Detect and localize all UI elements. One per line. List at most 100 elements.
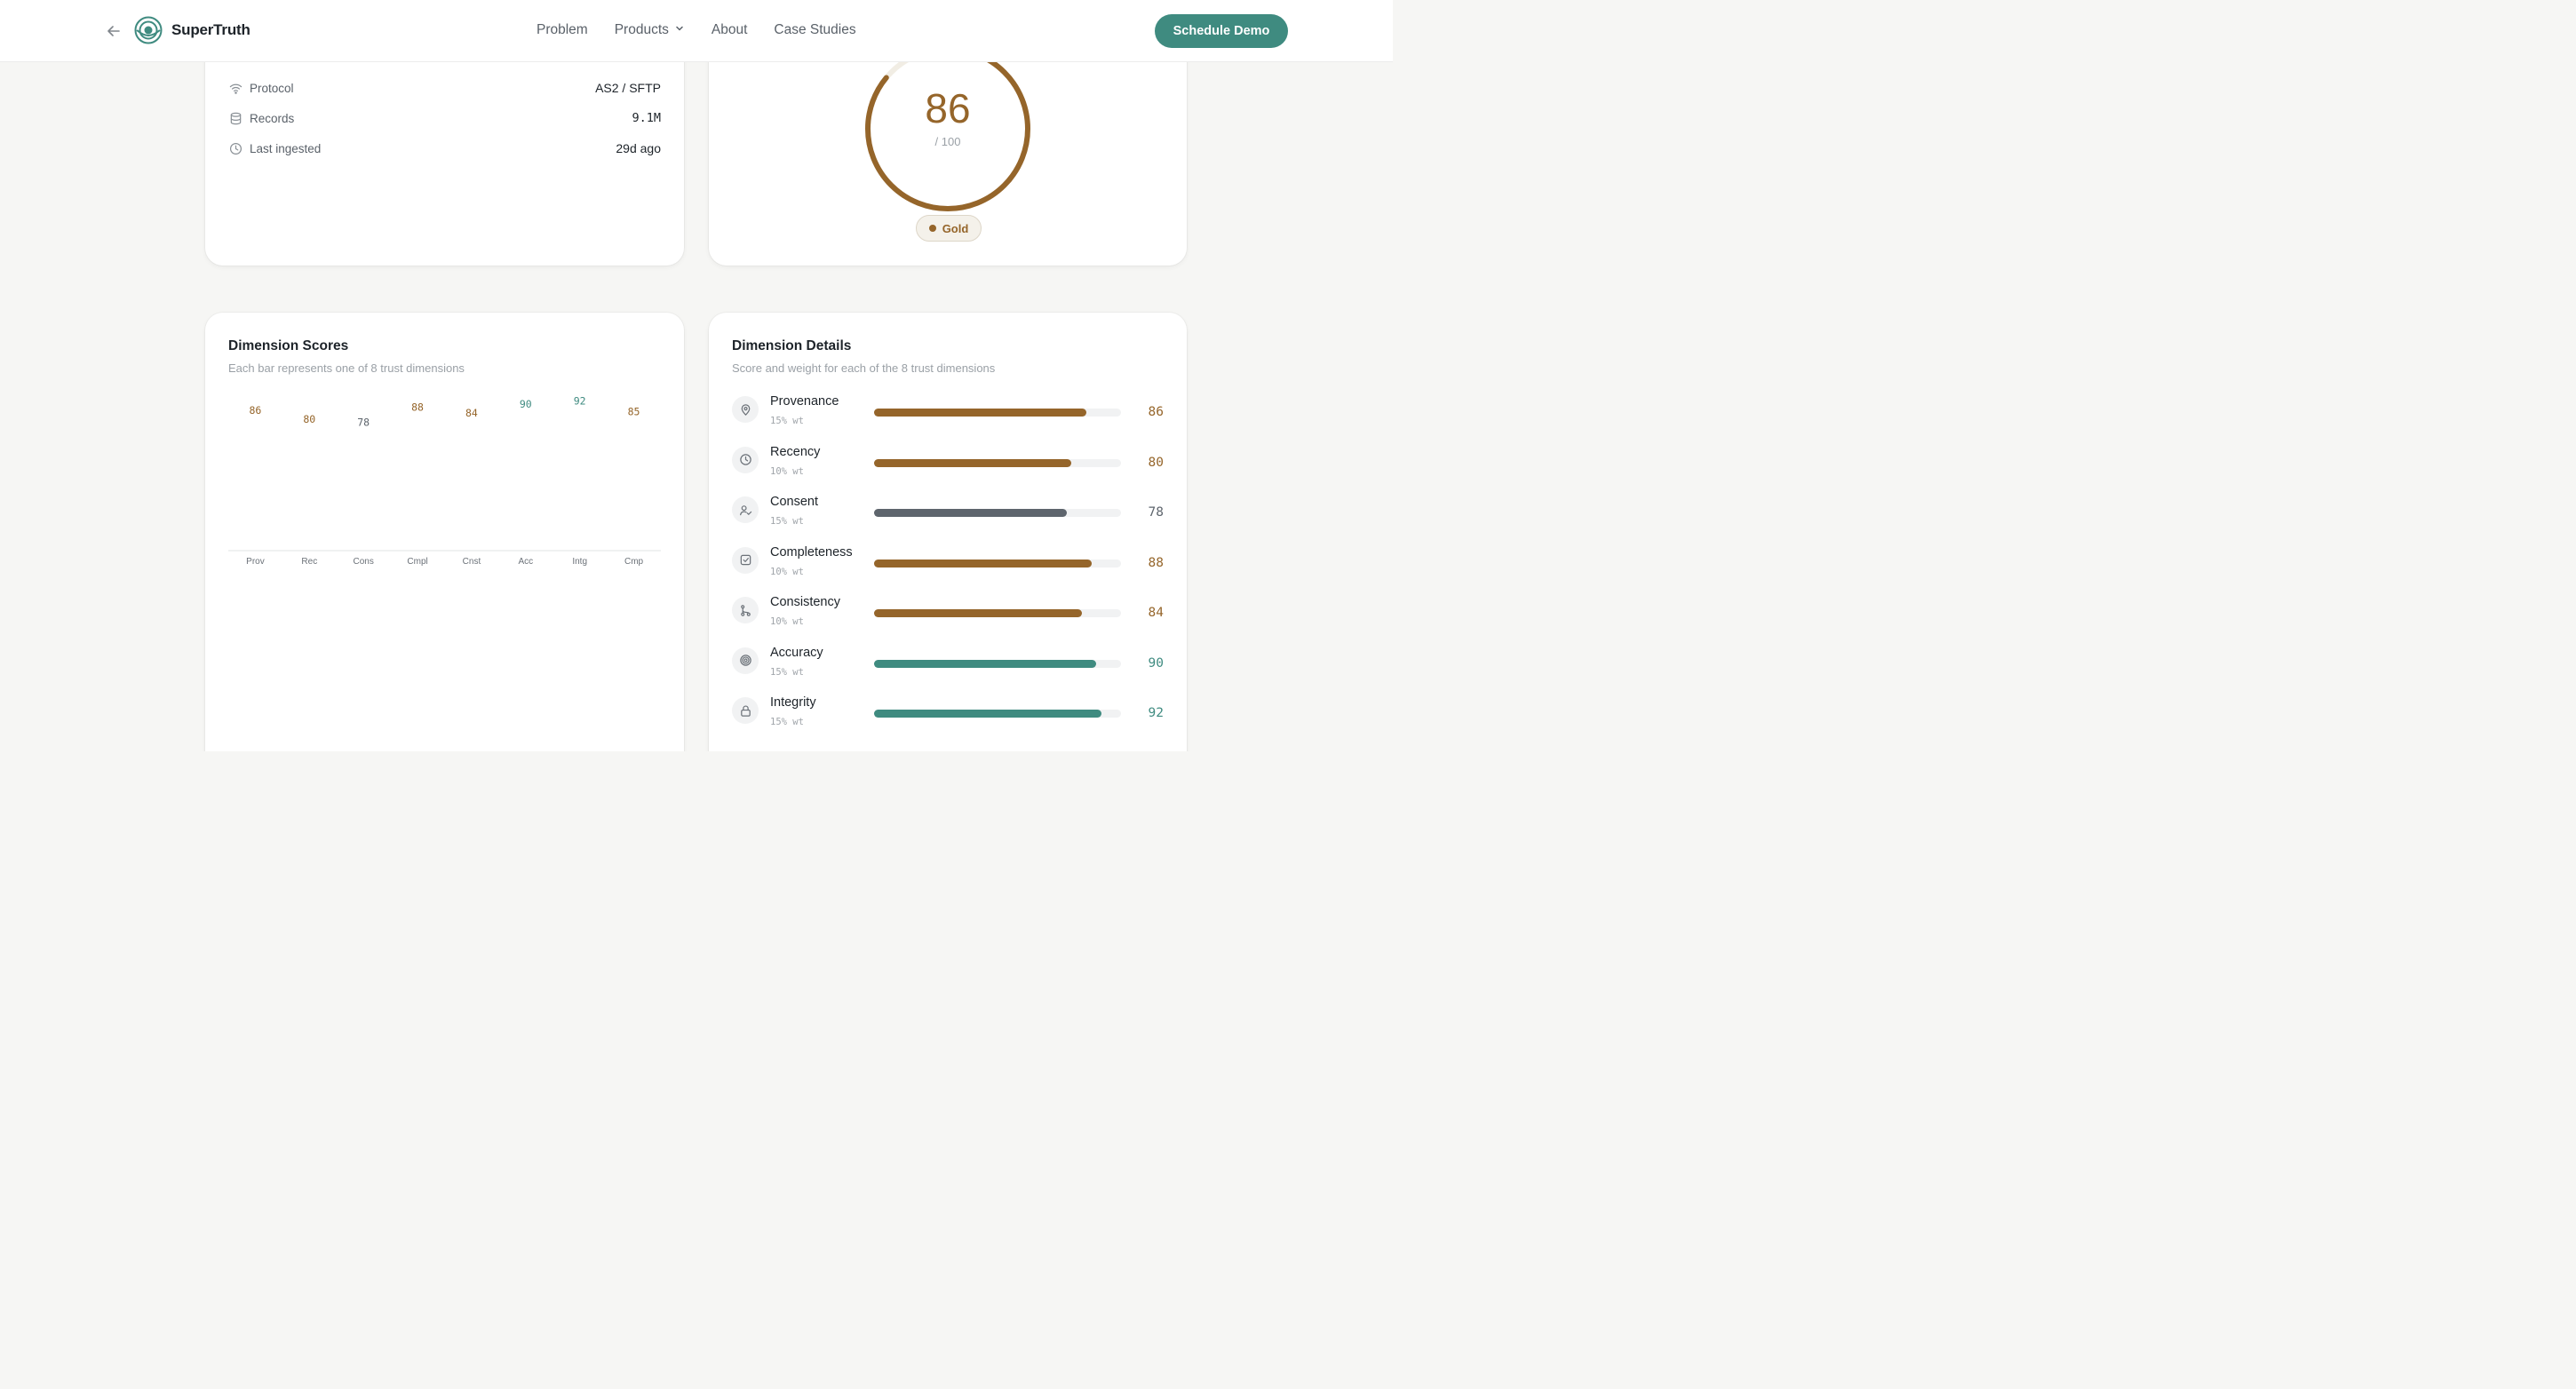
dimension-score-fill: [874, 559, 1092, 568]
dimension-score-value: 88: [1148, 555, 1164, 570]
back-arrow-icon[interactable]: [104, 21, 123, 41]
meta-value: 29d ago: [616, 141, 661, 155]
nav-problem[interactable]: Problem: [537, 22, 588, 38]
dimension-score-value: 92: [1148, 706, 1164, 720]
chart-bar-cmpl[interactable]: [402, 417, 433, 551]
chevron-down-icon: [674, 22, 685, 38]
meta-row-protocol: Protocol AS2 / SFTP: [228, 79, 661, 97]
dimension-score-track: [874, 559, 1121, 568]
dimension-bar-chart: 86 Prov 80 Rec 78 Cons 88 Cmpl 84 Cnst 90 Acc 92 Intg…: [228, 395, 661, 567]
chart-bar-cons[interactable]: [348, 433, 378, 551]
schedule-demo-button[interactable]: Schedule Demo: [1155, 14, 1288, 48]
nav-products-label: Products: [614, 22, 669, 37]
brand-name[interactable]: SuperTruth: [171, 21, 250, 38]
chart-value-label: 88: [411, 401, 424, 413]
chart-tick-label: Cmpl: [407, 557, 427, 567]
chart-bar-cnst[interactable]: [457, 424, 487, 551]
dimension-score-fill: [874, 458, 1072, 467]
nav-about-label: About: [711, 22, 748, 37]
meta-label: Protocol: [250, 81, 294, 95]
meta-row-records: Records 9.1M: [228, 109, 661, 127]
trust-score-value: 86: [925, 85, 971, 131]
dimension-weight: 15% wt: [770, 666, 804, 678]
dimension-row-consistency: Consistency 10% wt 84: [732, 595, 1164, 634]
nav-case-studies-label: Case Studies: [774, 22, 856, 37]
dimension-row-recency: Recency 10% wt 80: [732, 445, 1164, 484]
git-branch-icon: [732, 597, 759, 623]
chart-value-label: 92: [574, 395, 586, 408]
clock-icon: [228, 141, 242, 155]
chart-tick-label: Acc: [518, 557, 533, 567]
nav-products[interactable]: Products: [615, 22, 685, 38]
dimension-score-track: [874, 509, 1121, 517]
dimension-name: Consent: [770, 495, 819, 509]
card-title: Dimension Details: [732, 338, 852, 353]
meta-value: 9.1M: [632, 111, 661, 125]
dimension-details-card: Dimension Details Score and weight for e…: [709, 313, 1187, 751]
chart-value-label: 86: [250, 404, 262, 417]
dimension-name: Consistency: [770, 595, 840, 609]
tier-badge: Gold: [916, 215, 982, 242]
lock-icon: [732, 697, 759, 724]
dimension-score-fill: [874, 609, 1082, 617]
dimension-score-value: 86: [1148, 405, 1164, 419]
nav-about[interactable]: About: [712, 22, 748, 38]
target-icon: [732, 647, 759, 674]
dimension-name: Recency: [770, 444, 821, 459]
check-square-icon: [732, 546, 759, 574]
dimension-score-value: 78: [1148, 505, 1164, 520]
chart-value-label: 90: [520, 398, 532, 410]
tier-dot-icon: [928, 225, 936, 232]
dimension-score-track: [874, 710, 1121, 718]
chart-bar-rec[interactable]: [294, 430, 324, 551]
dimension-row-consent: Consent 15% wt 78: [732, 495, 1164, 534]
card-subtitle: Score and weight for each of the 8 trust…: [732, 361, 996, 375]
user-check-icon: [732, 496, 759, 523]
clock-icon: [732, 446, 759, 473]
dimension-row-integrity: Integrity 15% wt 92: [732, 695, 1164, 734]
dimension-score-fill: [874, 409, 1087, 417]
dimension-row-accuracy: Accuracy 15% wt 90: [732, 646, 1164, 685]
chart-value-label: 80: [303, 413, 315, 425]
chart-tick-label: Cons: [354, 557, 374, 567]
chart-bar-prov[interactable]: [240, 421, 270, 551]
dimension-weight: 10% wt: [770, 616, 804, 627]
dimension-row-completeness: Completeness 10% wt 88: [732, 545, 1164, 584]
chart-tick-label: Rec: [301, 557, 317, 567]
card-subtitle: Each bar represents one of 8 trust dimen…: [228, 361, 465, 375]
chart-tick-label: Cmp: [624, 557, 644, 567]
dimension-score-track: [874, 458, 1121, 467]
dimension-weight: 10% wt: [770, 566, 804, 577]
chart-value-label: 85: [628, 406, 640, 418]
chart-tick-label: Intg: [572, 557, 587, 567]
chart-value-label: 78: [357, 416, 370, 428]
dimension-scores-card: Dimension Scores Each bar represents one…: [205, 313, 684, 751]
main-nav: Problem Products About Case Studies: [537, 22, 856, 38]
card-title: Dimension Scores: [228, 338, 349, 353]
dimension-weight: 15% wt: [770, 416, 804, 426]
dimension-weight: 15% wt: [770, 516, 804, 527]
meta-value: AS2 / SFTP: [595, 81, 661, 95]
top-navigation-bar: SuperTruth Problem Products About Case S…: [0, 0, 1393, 62]
chart-bar-cmp[interactable]: [619, 423, 649, 552]
chart-tick-label: Cnst: [463, 557, 481, 567]
chart-bar-intg[interactable]: [565, 412, 595, 551]
dimension-name: Integrity: [770, 695, 816, 710]
dimension-score-value: 90: [1148, 655, 1164, 671]
chart-bar-acc[interactable]: [511, 415, 541, 551]
chart-tick-label: Prov: [246, 557, 265, 567]
meta-label: Records: [250, 111, 295, 125]
trust-score-max: / 100: [934, 135, 961, 148]
database-icon: [228, 111, 242, 125]
dimension-row-provenance: Provenance 15% wt 86: [732, 394, 1164, 433]
dimension-weight: 15% wt: [770, 717, 804, 727]
meta-row-last-ingested: Last ingested 29d ago: [228, 139, 661, 157]
page: SuperTruth Problem Products About Case S…: [0, 0, 1393, 751]
dimension-weight: 10% wt: [770, 465, 804, 477]
dimension-score-track: [874, 609, 1121, 617]
dimension-score-fill: [874, 509, 1067, 517]
dimension-name: Completeness: [770, 544, 853, 560]
supertruth-logo-icon[interactable]: [134, 16, 163, 44]
nav-case-studies[interactable]: Case Studies: [774, 22, 855, 38]
dimension-score-track: [874, 409, 1121, 417]
